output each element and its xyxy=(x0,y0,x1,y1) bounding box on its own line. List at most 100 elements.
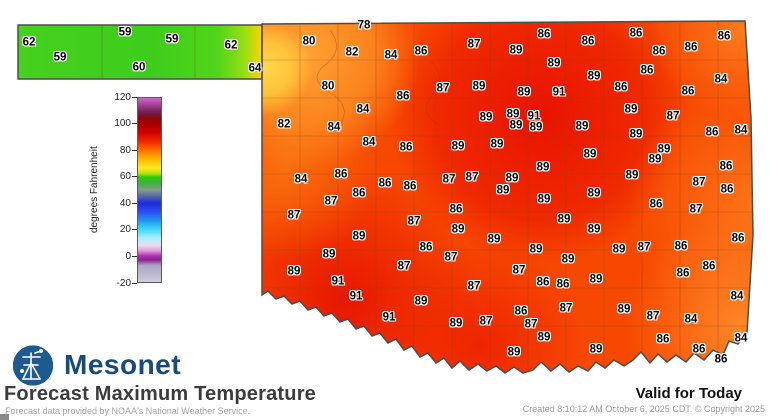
attribution-text: Forecast data provided by NOAA's Nationa… xyxy=(5,406,251,416)
legend-tick: 100 xyxy=(114,118,137,129)
temp-label: 84 xyxy=(384,49,398,62)
temp-label: 89 xyxy=(472,80,486,93)
temp-label: 59 xyxy=(165,33,179,46)
temp-label: 80 xyxy=(302,35,316,48)
temp-label: 86 xyxy=(614,81,628,94)
legend-tick: 20 xyxy=(120,224,137,235)
temp-label: 86 xyxy=(692,343,706,356)
temp-label: 87 xyxy=(287,209,301,222)
temp-label: 87 xyxy=(467,280,481,293)
temp-label: 89 xyxy=(451,140,465,153)
temp-label: 89 xyxy=(537,331,551,344)
temp-label: 87 xyxy=(637,241,651,254)
temp-label: 87 xyxy=(646,310,660,323)
temp-label: 89 xyxy=(505,172,519,185)
temp-label: 89 xyxy=(629,128,643,141)
temperature-color-field xyxy=(262,21,753,373)
temp-label: 86 xyxy=(396,90,410,103)
temp-label: 91 xyxy=(527,110,541,123)
temp-label: 80 xyxy=(321,80,335,93)
temp-label: 86 xyxy=(731,232,745,245)
state-panhandle xyxy=(18,25,262,79)
temp-label: 89 xyxy=(624,103,638,116)
temp-label: 87 xyxy=(324,195,338,208)
temp-label: 86 xyxy=(514,305,528,318)
temp-label: 87 xyxy=(436,82,450,95)
temp-label: 86 xyxy=(537,28,551,41)
page-corner-artifact xyxy=(0,414,9,420)
temp-label: 89 xyxy=(536,161,550,174)
temp-label: 89 xyxy=(529,243,543,256)
temp-label: 62 xyxy=(224,39,238,52)
temp-label: 89 xyxy=(322,248,336,261)
temp-label: 91 xyxy=(349,290,363,303)
temp-label: 89 xyxy=(617,303,631,316)
temp-label: 86 xyxy=(403,180,417,193)
temp-label: 86 xyxy=(629,27,643,40)
temp-label: 91 xyxy=(552,86,566,99)
temp-label: 59 xyxy=(118,26,132,39)
temp-label: 87 xyxy=(692,176,706,189)
temp-label: 86 xyxy=(719,160,733,173)
temp-label: 84 xyxy=(294,173,308,186)
temp-label: 89 xyxy=(451,223,465,236)
temp-label: 89 xyxy=(507,346,521,359)
temp-label: 89 xyxy=(352,230,366,243)
legend-ticks: 120 100 80 60 40 20 0 -20 xyxy=(93,92,137,289)
temp-label: 89 xyxy=(589,273,603,286)
temp-label: 89 xyxy=(625,169,639,182)
temp-label: 89 xyxy=(506,108,520,121)
valid-for-label: Valid for Today xyxy=(635,385,742,402)
temp-label: 87 xyxy=(465,171,479,184)
temp-label: 89 xyxy=(557,213,571,226)
temp-label: 86 xyxy=(640,64,654,77)
temp-label: 86 xyxy=(702,260,716,273)
temp-label: 86 xyxy=(581,35,595,48)
temp-label: 84 xyxy=(327,121,341,134)
temp-label: 89 xyxy=(287,265,301,278)
temp-label: 84 xyxy=(714,73,728,86)
temp-label: 84 xyxy=(734,124,748,137)
temp-label: 89 xyxy=(589,343,603,356)
temp-label: 62 xyxy=(22,36,36,49)
temp-label: 87 xyxy=(407,215,421,228)
temp-label: 87 xyxy=(444,251,458,264)
temp-label: 89 xyxy=(479,111,493,124)
temp-label: 89 xyxy=(561,253,575,266)
temp-label: 86 xyxy=(681,85,695,98)
temp-label: 86 xyxy=(352,187,366,200)
temp-label: 89 xyxy=(490,138,504,151)
temp-label: 86 xyxy=(720,183,734,196)
temp-label: 78 xyxy=(357,19,371,32)
mesonet-logo-text: Mesonet xyxy=(64,349,182,380)
temp-label: 60 xyxy=(132,61,146,74)
temp-label: 89 xyxy=(648,153,662,166)
legend-colorbar xyxy=(137,97,162,283)
temp-label: 86 xyxy=(656,333,670,346)
legend-tick: 40 xyxy=(120,198,137,209)
temp-label: 86 xyxy=(684,41,698,54)
temp-label: 89 xyxy=(583,148,597,161)
temp-label: 86 xyxy=(414,45,428,58)
temp-label: 89 xyxy=(587,223,601,236)
temp-label: 89 xyxy=(496,184,510,197)
temp-label: 84 xyxy=(734,332,748,345)
legend-tick: 0 xyxy=(125,251,137,262)
temp-label: 87 xyxy=(524,318,538,331)
temp-label: 84 xyxy=(730,290,744,303)
temp-label: 84 xyxy=(684,313,698,326)
oklahoma-temperature-map xyxy=(17,20,754,374)
temp-label: 86 xyxy=(536,276,550,289)
county-lines xyxy=(101,22,752,372)
temp-label: 87 xyxy=(512,264,526,277)
page-title: Forecast Maximum Temperature xyxy=(4,383,316,405)
temp-label: 87 xyxy=(479,315,493,328)
mesonet-logo-icon xyxy=(10,343,56,388)
temp-label: 86 xyxy=(378,177,392,190)
temp-label: 89 xyxy=(517,86,531,99)
temp-label: 89 xyxy=(487,233,501,246)
temp-label: 86 xyxy=(449,203,463,216)
temp-label: 82 xyxy=(345,46,359,59)
temp-label: 91 xyxy=(331,275,345,288)
temp-label: 86 xyxy=(419,241,433,254)
